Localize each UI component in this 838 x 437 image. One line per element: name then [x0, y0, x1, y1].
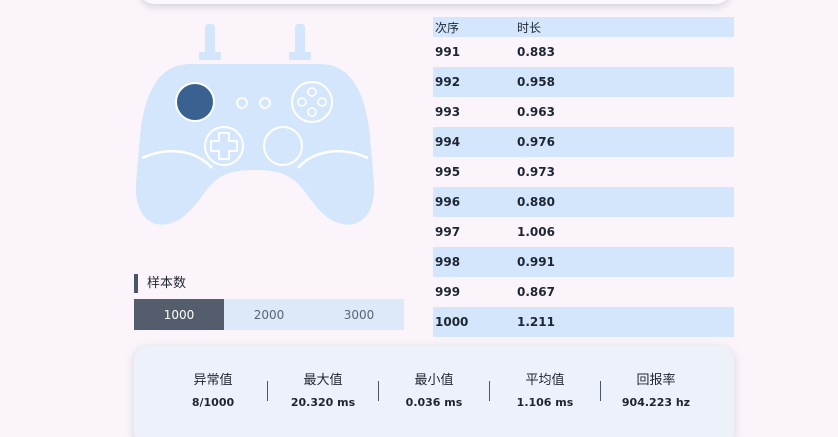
view-button	[236, 97, 248, 109]
table-row: 993 0.963	[433, 97, 734, 127]
row-duration: 0.973	[517, 165, 555, 179]
left-stick-active	[175, 82, 215, 122]
row-index: 997	[435, 225, 461, 239]
row-duration: 0.883	[517, 45, 555, 59]
left-cable-plug	[199, 52, 221, 60]
row-index: 994	[435, 135, 461, 149]
stat-polling-rate: 回报率 904.223 hz	[601, 372, 711, 411]
face-button-x	[297, 97, 307, 107]
sample-option-3000[interactable]: 3000	[343, 307, 375, 322]
row-duration: 0.958	[517, 75, 555, 89]
row-duration: 0.976	[517, 135, 555, 149]
row-duration: 0.991	[517, 255, 555, 269]
table-row: 998 0.991	[433, 247, 734, 277]
table-row: 994 0.976	[433, 127, 734, 157]
stat-value: 904.223 hz	[621, 396, 691, 409]
right-cable-plug	[289, 52, 311, 60]
table-header: 次序 时长	[433, 17, 734, 37]
controller-body	[135, 64, 375, 225]
table-row: 995 0.973	[433, 157, 734, 187]
table-row: 996 0.880	[433, 187, 734, 217]
face-buttons-ring	[291, 81, 333, 123]
stat-label: 异常值	[193, 373, 233, 388]
stat-max: 最大值 20.320 ms	[268, 372, 378, 411]
stat-value: 0.036 ms	[405, 396, 463, 409]
stat-outliers: 异常值 8/1000	[158, 372, 268, 411]
gamepad-illustration	[135, 24, 375, 225]
row-duration: 1.006	[517, 225, 555, 239]
row-index: 1000	[435, 315, 469, 329]
sample-option-1000[interactable]: 1000	[134, 299, 224, 330]
table-row: 999 0.867	[433, 277, 734, 307]
row-index: 992	[435, 75, 461, 89]
stat-label: 最大值	[303, 373, 343, 388]
face-button-y	[307, 87, 317, 97]
stat-divider	[267, 381, 268, 401]
right-grip-line	[297, 149, 369, 169]
row-duration: 0.880	[517, 195, 555, 209]
stat-divider	[378, 381, 379, 401]
right-cable	[295, 24, 305, 54]
stat-label: 最小值	[414, 373, 454, 388]
stat-value: 20.320 ms	[290, 396, 356, 409]
face-button-a	[307, 107, 317, 117]
top-card	[140, 0, 730, 4]
row-index: 998	[435, 255, 461, 269]
stats-card: 异常值 8/1000 最大值 20.320 ms 最小值 0.036 ms 平均…	[134, 346, 734, 437]
row-index: 999	[435, 285, 461, 299]
row-index: 991	[435, 45, 461, 59]
stat-label: 平均值	[525, 373, 565, 388]
stat-value: 8/1000	[191, 396, 235, 409]
dpad-icon	[210, 132, 238, 160]
table-row: 997 1.006	[433, 217, 734, 247]
stat-label: 回报率	[636, 373, 676, 388]
left-grip-line	[141, 149, 213, 169]
sample-count-label: 样本数	[134, 274, 186, 293]
sample-table: 次序 时长 991 0.883 992 0.958 993 0.963 994 …	[433, 17, 734, 337]
header-duration: 时长	[517, 20, 542, 35]
stat-average: 平均值 1.106 ms	[490, 372, 600, 411]
face-button-b	[317, 97, 327, 107]
row-duration: 0.867	[517, 285, 555, 299]
table-row: 992 0.958	[433, 67, 734, 97]
row-index: 995	[435, 165, 461, 179]
stat-min: 最小值 0.036 ms	[379, 372, 489, 411]
row-duration: 0.963	[517, 105, 555, 119]
stat-divider	[489, 381, 490, 401]
menu-button	[259, 97, 271, 109]
stat-divider	[600, 381, 601, 401]
row-index: 996	[435, 195, 461, 209]
right-stick	[263, 126, 303, 166]
table-row: 991 0.883	[433, 37, 734, 67]
row-index: 993	[435, 105, 461, 119]
table-row: 1000 1.211	[433, 307, 734, 337]
header-index: 次序	[435, 20, 460, 35]
left-cable	[205, 24, 215, 54]
sample-option-2000[interactable]: 2000	[253, 307, 285, 322]
row-duration: 1.211	[517, 315, 555, 329]
sample-count-selector: 1000 2000 3000	[134, 299, 404, 330]
dpad-ring	[204, 126, 244, 166]
stat-value: 1.106 ms	[516, 396, 574, 409]
